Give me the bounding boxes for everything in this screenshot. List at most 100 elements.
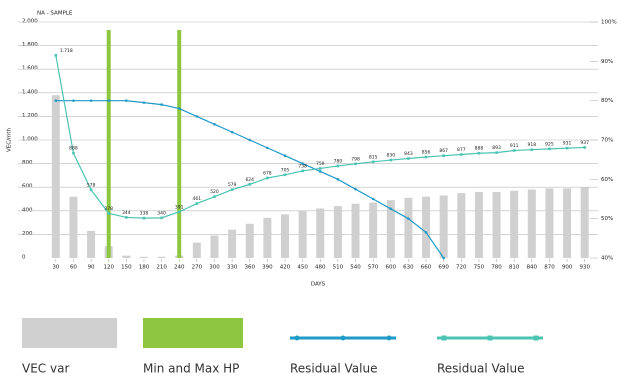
x-tick-label: 390 — [262, 265, 273, 271]
point — [195, 202, 199, 205]
bar — [333, 206, 342, 258]
data-label: 893 — [492, 145, 501, 151]
data-label: 461 — [193, 196, 202, 202]
x-tick-label: 840 — [527, 265, 538, 271]
point — [301, 162, 304, 165]
y2-tick-label: 60% — [601, 177, 613, 183]
point — [318, 167, 322, 170]
x-tick-label: 270 — [192, 265, 203, 271]
point — [512, 149, 516, 152]
bar — [563, 188, 572, 258]
bar — [457, 193, 466, 258]
point — [442, 154, 445, 157]
point — [213, 122, 216, 126]
point — [72, 151, 75, 155]
point — [336, 178, 340, 181]
point — [125, 216, 128, 219]
bar — [351, 203, 360, 258]
data-label: 705 — [281, 167, 290, 173]
y-tick-label: 1.800 — [22, 42, 38, 48]
x-tick-label: 810 — [509, 265, 520, 271]
point — [318, 170, 322, 173]
y2-tick-label: 80% — [601, 98, 613, 104]
x-tick-label: 30 — [52, 265, 59, 271]
point — [177, 210, 181, 214]
data-label: 815 — [369, 154, 378, 160]
bar — [228, 229, 237, 258]
point — [283, 154, 287, 158]
point — [213, 195, 216, 198]
x-tick-label: 780 — [491, 265, 502, 271]
y-tick-label: 600 — [22, 184, 33, 190]
y2-tick-label: 90% — [601, 59, 613, 65]
point — [583, 146, 587, 149]
point — [354, 187, 357, 191]
point — [442, 256, 445, 260]
x-tick-label: 90 — [88, 265, 95, 271]
line — [55, 55, 585, 219]
point — [389, 158, 393, 162]
point — [195, 115, 199, 118]
y-tick-label: 2.000 — [22, 19, 38, 25]
y2-tick-label: 50% — [601, 216, 613, 222]
legend-marker — [487, 335, 493, 341]
data-label: 391 — [175, 204, 184, 210]
x-tick-label: 420 — [280, 265, 291, 271]
point — [160, 216, 163, 220]
point — [177, 107, 181, 110]
point — [424, 155, 428, 159]
y2-tick-label: 40% — [601, 256, 613, 262]
x-tick-label: 480 — [315, 265, 326, 271]
x-tick-label: 210 — [156, 265, 167, 271]
x-tick-label: 690 — [438, 265, 449, 271]
bar — [210, 235, 219, 258]
point — [407, 157, 410, 160]
bar — [386, 200, 395, 258]
x-tick-label: 450 — [297, 265, 308, 271]
data-label: 911 — [510, 143, 519, 149]
point — [54, 99, 58, 102]
hp-marker — [177, 30, 182, 258]
point — [142, 216, 146, 220]
bar — [51, 95, 60, 258]
point — [301, 169, 304, 173]
data-label: 830 — [386, 153, 395, 159]
x-tick-label: 60 — [70, 265, 77, 271]
point — [107, 99, 111, 102]
legend-label: Residual Value — [290, 362, 377, 376]
x-tick-label: 570 — [368, 265, 379, 271]
data-label: 738 — [298, 163, 307, 169]
x-tick-label: 180 — [139, 265, 150, 271]
bar — [122, 255, 131, 258]
legend-swatch — [143, 318, 243, 348]
y-tick-label: 0 — [22, 255, 26, 261]
legend-marker — [533, 335, 539, 341]
x-tick-label: 360 — [244, 265, 255, 271]
bar — [139, 256, 148, 258]
legend-marker — [340, 335, 346, 341]
x-tick-label: 900 — [562, 265, 573, 271]
y-tick-label: 1.200 — [22, 113, 38, 119]
bar — [492, 191, 501, 258]
data-label: 843 — [404, 151, 413, 157]
data-label: 931 — [563, 141, 572, 147]
point — [477, 151, 481, 155]
data-label: 888 — [475, 146, 484, 152]
point — [248, 183, 252, 186]
point — [424, 231, 428, 234]
data-label: 877 — [457, 147, 466, 153]
point — [160, 103, 163, 106]
x-tick-label: 750 — [474, 265, 485, 271]
data-label: 856 — [422, 149, 431, 155]
hp-marker — [106, 30, 111, 258]
point — [336, 164, 340, 168]
x-tick-label: 660 — [421, 265, 432, 271]
point — [89, 99, 93, 102]
y-tick-label: 1.400 — [22, 89, 38, 95]
y2-tick-label: 100% — [601, 20, 617, 26]
point — [530, 148, 534, 151]
x-tick-label: 630 — [403, 265, 414, 271]
x-tick-label: 330 — [227, 265, 238, 271]
